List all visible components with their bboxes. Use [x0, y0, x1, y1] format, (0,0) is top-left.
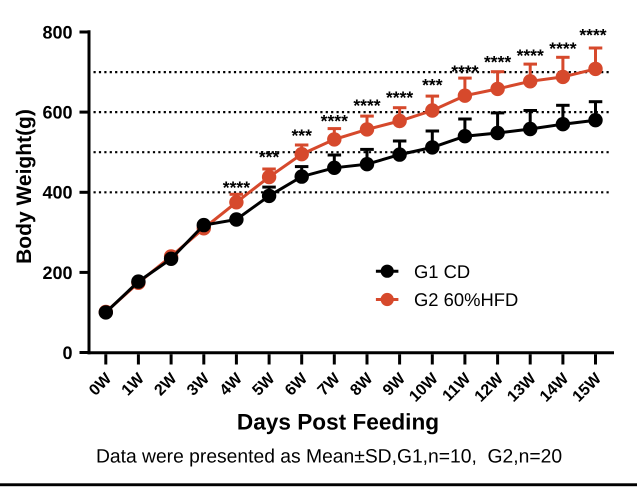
svg-text:****: **** [321, 111, 348, 131]
svg-text:800: 800 [42, 22, 72, 42]
svg-text:***: *** [259, 147, 280, 167]
svg-text:400: 400 [42, 183, 72, 203]
svg-text:0: 0 [62, 343, 72, 363]
svg-text:***: *** [422, 75, 443, 95]
svg-text:G1 CD: G1 CD [414, 261, 470, 282]
svg-text:600: 600 [42, 103, 72, 123]
svg-text:Days Post Feeding: Days Post Feeding [237, 410, 439, 435]
svg-text:****: **** [451, 62, 478, 82]
svg-text:****: **** [386, 87, 413, 107]
svg-text:200: 200 [42, 263, 72, 283]
svg-text:Data were presented as Mean±SD: Data were presented as Mean±SD,G1,n=10, … [96, 447, 562, 468]
svg-text:****: **** [353, 95, 380, 115]
svg-text:****: **** [517, 45, 544, 65]
svg-text:****: **** [223, 177, 250, 197]
svg-text:Body Weight(g): Body Weight(g) [13, 109, 36, 264]
svg-text:****: **** [549, 38, 576, 58]
svg-text:***: *** [291, 125, 312, 145]
svg-text:****: **** [484, 52, 511, 72]
svg-text:G2 60%HFD: G2 60%HFD [414, 289, 518, 310]
svg-text:****: **** [579, 25, 606, 45]
